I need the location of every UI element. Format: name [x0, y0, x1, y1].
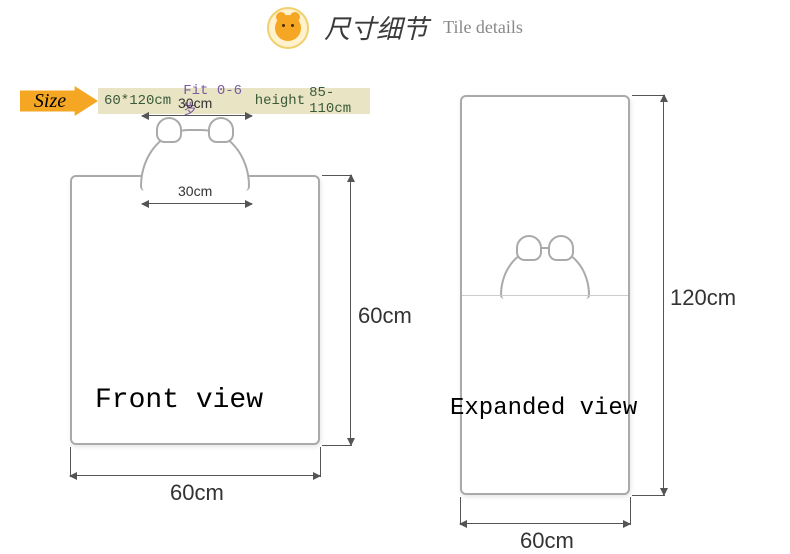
title-en: Tile details: [443, 17, 523, 38]
dim-hood-width: 30cm: [178, 95, 212, 111]
diagrams: 30cm 30cm 60cm 60cm Front view 120cm 60c…: [0, 80, 790, 548]
front-view-label: Front view: [95, 385, 263, 416]
bear-icon: [267, 7, 309, 49]
dim-front-width: 60cm: [170, 480, 224, 506]
title-cn: 尺寸细节: [324, 9, 428, 46]
expanded-hood: [500, 247, 590, 299]
expanded-towel: [460, 95, 630, 495]
dim-front-height: 60cm: [358, 303, 412, 329]
dim-hood-inner: 30cm: [178, 183, 212, 199]
header: 尺寸细节 Tile details: [0, 0, 790, 50]
dim-exp-width: 60cm: [520, 528, 574, 554]
dim-front-height-line: [350, 175, 351, 445]
expanded-view: 120cm 60cm Expanded view: [460, 95, 670, 535]
dim-front-width-line: [70, 475, 320, 476]
dim-hood-width-line: [142, 115, 252, 116]
dim-exp-width-line: [460, 523, 630, 524]
front-view: 30cm 30cm 60cm 60cm Front view: [70, 175, 340, 525]
front-hood: [140, 129, 250, 191]
dim-hood-inner-line: [142, 203, 252, 204]
expanded-view-label: Expanded view: [450, 395, 637, 422]
dim-exp-height-line: [663, 95, 664, 495]
dim-exp-height: 120cm: [670, 285, 736, 311]
